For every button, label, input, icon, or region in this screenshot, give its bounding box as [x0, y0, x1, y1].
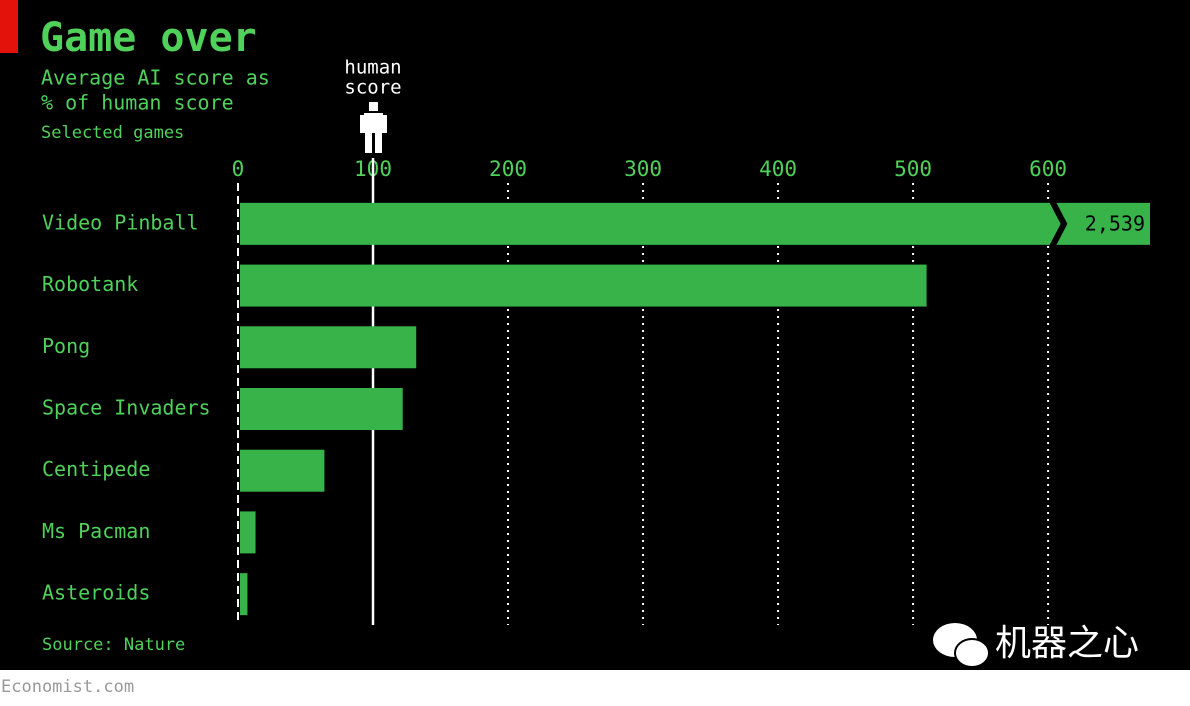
- x-tick-label: 600: [1029, 157, 1067, 181]
- x-tick-label: 200: [489, 157, 527, 181]
- subtitle: Average AI score as: [41, 66, 270, 90]
- footer: Economist.com: [1, 677, 134, 697]
- watermark-icon: [933, 623, 990, 668]
- bar: [240, 388, 403, 430]
- x-tick-label: 500: [894, 157, 932, 181]
- y-tick-label: Space Invaders: [42, 396, 211, 420]
- note: Selected games: [41, 123, 184, 143]
- bar: [240, 449, 325, 492]
- bar: [240, 511, 256, 554]
- annotation: score: [344, 77, 401, 99]
- bar: [240, 264, 927, 307]
- axis-break: [1049, 199, 1068, 249]
- bar: [240, 326, 417, 369]
- bars: [240, 202, 1150, 616]
- y-tick-label: Robotank: [42, 272, 138, 296]
- y-tick-label: Centipede: [42, 457, 150, 481]
- bar: [240, 573, 248, 616]
- bar: [240, 202, 1150, 245]
- subtitle: % of human score: [41, 91, 234, 115]
- human-icon: [360, 102, 387, 153]
- y-tick-label: Asteroids: [42, 581, 150, 605]
- red-tag: [0, 0, 18, 53]
- source: Source: Nature: [42, 635, 185, 655]
- y-tick-label: Ms Pacman: [42, 519, 150, 543]
- background: [0, 0, 1190, 670]
- x-tick-label: 300: [624, 157, 662, 181]
- y-tick-label: Pong: [42, 334, 90, 358]
- x-tick-label: 400: [759, 157, 797, 181]
- value-label: 2,539: [1085, 211, 1145, 235]
- chart-title: Game over: [40, 15, 257, 61]
- x-tick-label: 0: [232, 157, 245, 181]
- annotation: human: [344, 57, 401, 79]
- watermark: 机器之心: [995, 623, 1139, 664]
- y-tick-label: Video Pinball: [42, 210, 199, 234]
